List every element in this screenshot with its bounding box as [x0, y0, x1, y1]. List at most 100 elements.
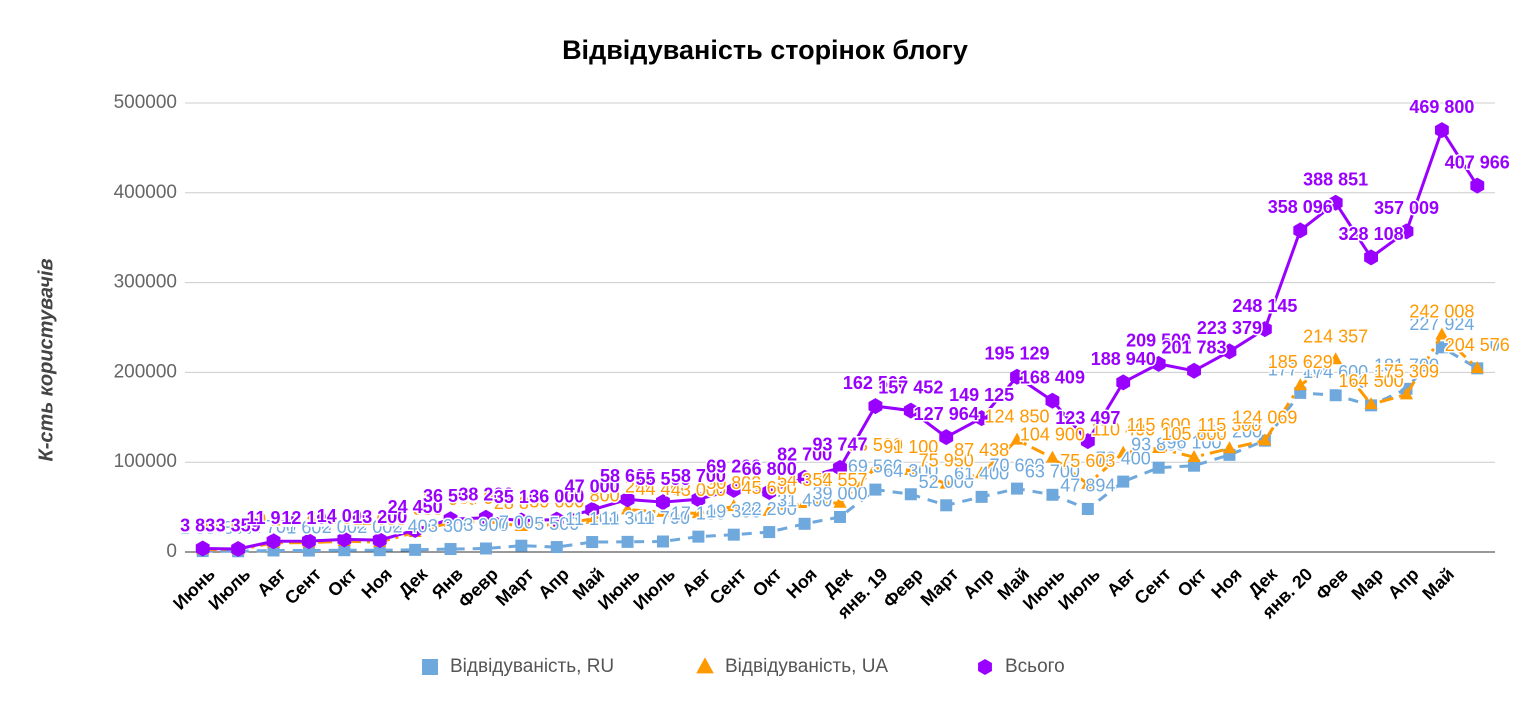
- data-point: [1293, 378, 1307, 391]
- data-point: [372, 532, 387, 549]
- value-label: 123 497: [1055, 408, 1120, 428]
- value-label: 36 800: [565, 486, 620, 506]
- value-label: 34 000: [458, 488, 513, 508]
- value-label: 174 600: [1303, 362, 1368, 382]
- value-label: 55 500: [635, 469, 690, 489]
- value-label: 58 600: [600, 466, 655, 486]
- value-label: 10 500: [281, 509, 336, 529]
- data-point: [1116, 445, 1130, 458]
- data-point: [691, 491, 706, 508]
- value-label: 43 000: [671, 480, 726, 500]
- value-label: 162 500: [843, 373, 908, 393]
- value-label: 45 600: [742, 478, 797, 498]
- value-label: 69 500: [848, 456, 903, 476]
- data-point: [1046, 488, 1059, 501]
- value-label: 357 009: [1374, 198, 1439, 218]
- value-label: 82 700: [777, 444, 832, 464]
- value-label: 47 000: [565, 477, 620, 497]
- data-point: [797, 469, 812, 486]
- data-point: [1470, 177, 1485, 194]
- value-label: 12 000: [317, 508, 372, 528]
- value-label: 2 400: [393, 517, 438, 537]
- data-point: [621, 535, 634, 548]
- y-tick-label: 200000: [114, 361, 177, 382]
- value-label: 124 000: [1232, 407, 1297, 427]
- value-label: 3 300: [428, 516, 473, 536]
- data-point: [1117, 475, 1130, 488]
- data-point: [1187, 449, 1201, 462]
- data-point: [656, 494, 670, 511]
- value-label: 7 000: [499, 512, 544, 532]
- value-label: 3 900: [463, 515, 508, 535]
- value-label: 110 400: [1091, 420, 1155, 440]
- data-point: [515, 539, 528, 552]
- value-label: 54 557: [812, 470, 867, 490]
- value-label: 1 700: [251, 517, 296, 537]
- legend-marker: [978, 659, 992, 675]
- data-point: [586, 536, 599, 549]
- value-label: 33 000: [423, 489, 478, 509]
- legend-marker: [422, 659, 438, 675]
- value-label: 195 129: [984, 344, 1049, 364]
- value-label: 93 869: [1131, 434, 1186, 454]
- data-point: [1011, 482, 1024, 495]
- value-label: 157 452: [878, 377, 943, 397]
- data-point: [1187, 362, 1201, 379]
- data-point: [302, 544, 315, 557]
- value-label: 105 600: [1162, 424, 1227, 444]
- value-label: 164 500: [1339, 371, 1404, 391]
- value-label: 2 600: [216, 516, 261, 536]
- value-label: 54 300: [777, 470, 832, 490]
- legend-label: Відвідуваність, UA: [725, 656, 888, 677]
- data-point: [798, 517, 811, 530]
- value-label: 58 700: [671, 466, 726, 486]
- value-label: 11 700: [636, 508, 690, 528]
- data-point: [266, 533, 281, 550]
- data-point: [904, 488, 917, 501]
- data-point: [408, 522, 423, 539]
- value-label: 52 000: [919, 472, 974, 492]
- value-label: 358 096: [1268, 197, 1333, 217]
- value-label: 209 500: [1126, 331, 1191, 351]
- y-tick-label: 0: [166, 541, 177, 562]
- value-label: 36 000: [529, 486, 584, 506]
- value-label: 1 000: [180, 518, 225, 538]
- value-label: 800: [223, 518, 253, 538]
- legend-label: Відвідуваність, RU: [450, 656, 614, 677]
- legend-marker: [696, 657, 714, 674]
- value-label: 38 200: [458, 484, 513, 504]
- data-point: [763, 526, 776, 539]
- value-label: 163 300: [1339, 372, 1404, 392]
- value-label: 50 800: [706, 473, 761, 493]
- data-point: [620, 502, 635, 515]
- value-label: 36 500: [423, 486, 478, 506]
- value-label: 75 950: [919, 451, 974, 471]
- value-label: 64 300: [883, 461, 938, 481]
- data-point: [1045, 392, 1060, 409]
- value-label: 407 966: [1445, 152, 1510, 172]
- value-label: 11 930: [246, 508, 300, 528]
- value-label: 469 800: [1409, 97, 1474, 117]
- data-point: [338, 544, 351, 557]
- data-point: [1081, 476, 1095, 489]
- data-point: [975, 466, 989, 479]
- data-point: [1222, 441, 1237, 454]
- value-label: 242 008: [1409, 301, 1474, 321]
- value-label: 69 200: [706, 457, 761, 477]
- value-label: 388 851: [1303, 170, 1368, 190]
- data-point: [904, 462, 918, 475]
- value-label: 66 800: [742, 459, 797, 479]
- data-point: [1045, 450, 1060, 463]
- data-point: [692, 530, 705, 543]
- y-tick-label: 100000: [114, 451, 177, 472]
- value-label: 75 603: [1060, 451, 1115, 471]
- value-label: 185 629: [1268, 352, 1333, 372]
- data-point: [620, 491, 635, 508]
- value-label: 61 400: [954, 464, 1009, 484]
- value-label: 3 832: [180, 515, 225, 535]
- value-label: 204 576: [1445, 335, 1510, 355]
- value-label: 181 700: [1374, 356, 1439, 376]
- value-label: 214 357: [1303, 326, 1368, 346]
- value-label: 5 500: [534, 514, 579, 534]
